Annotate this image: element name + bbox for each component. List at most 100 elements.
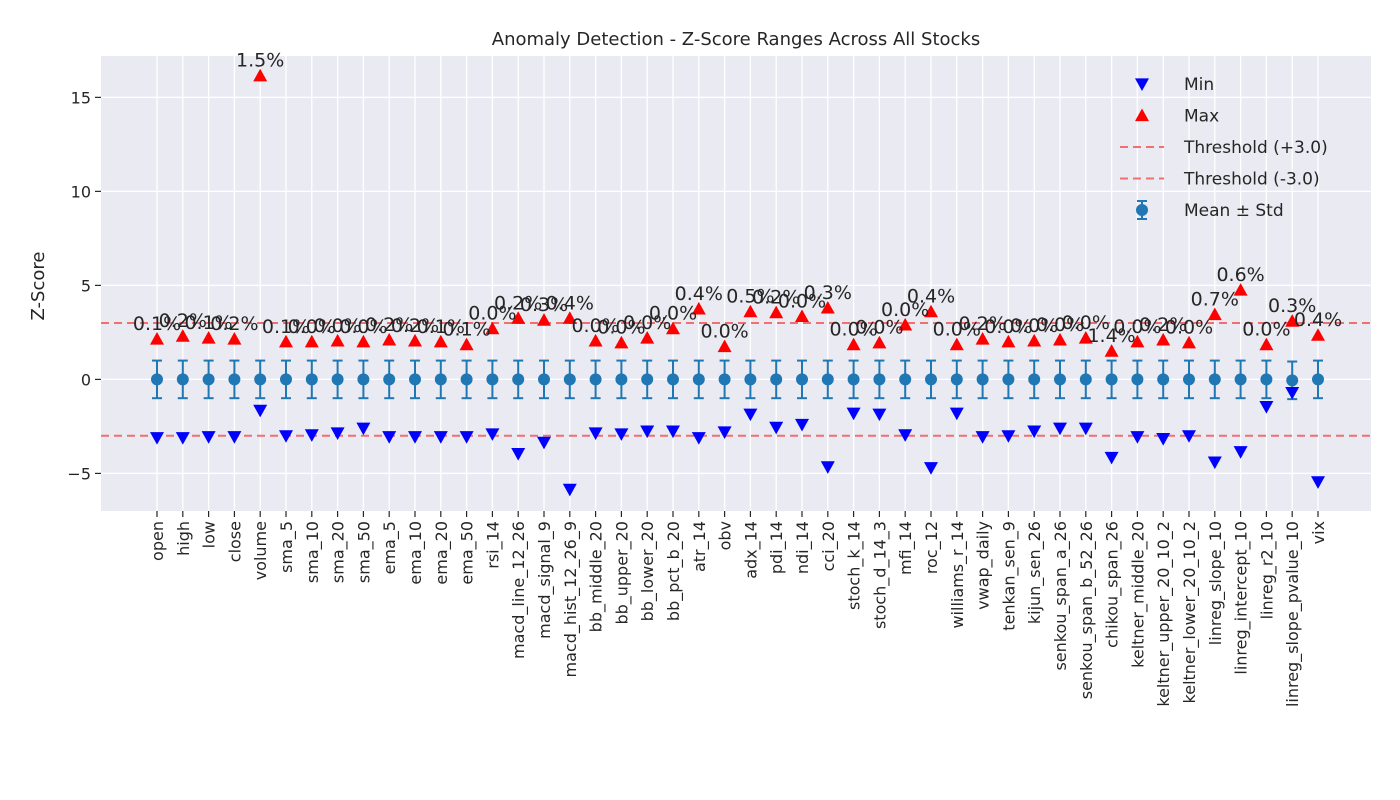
anomaly-pct-label: 0.0% [468,303,516,325]
x-tick-label: adx_14 [741,521,761,579]
max-point [253,68,268,82]
anomaly-pct-label: 0.0% [313,315,361,337]
max-point [1104,344,1119,357]
min-point [640,425,655,439]
mean-point [1234,373,1247,386]
anomaly-pct-label: 1.4% [1087,325,1135,347]
anomaly-pct-label: 0.2% [958,313,1006,335]
min-point [975,431,990,444]
x-tick-label: senkou_span_b_52_26 [1077,521,1097,699]
min-point [433,431,448,444]
mean-point [228,373,241,386]
max-point [175,329,190,342]
min-point [459,431,474,444]
max-point [408,333,422,347]
min-point [1078,422,1093,436]
legend-label: Threshold (+3.0) [1183,138,1328,158]
mean-point [151,373,163,386]
min-point [227,431,242,444]
mean-point [692,373,705,386]
y-tick-label: 5 [81,276,91,295]
max-point [691,301,706,315]
mean-point [538,373,550,386]
anomaly-pct-label: 0.1% [262,316,310,338]
min-point [1156,433,1171,446]
x-tick-label: rsi_14 [483,521,503,569]
min-point [201,431,216,444]
y-tick-label: 0 [81,370,91,389]
legend-label: Max [1184,107,1219,127]
anomaly-pct-label: 0.1% [442,319,490,341]
x-tick-label: roc_12 [922,521,942,574]
anomaly-pct-label: 0.0% [855,317,903,339]
x-tick-label: macd_hist_12_26_9 [561,521,581,677]
y-tick-label: 15 [71,88,91,107]
x-tick-label: obv [716,521,735,550]
anomaly-pct-label: 0.0% [288,316,336,338]
legend-mean-marker [1136,204,1148,216]
x-tick-label: ndi_14 [793,521,813,574]
min-point [382,431,397,444]
min-point [666,425,680,439]
anomaly-pct-label: 0.0% [1242,319,1290,341]
chart-legend: Min Max Threshold (+3.0) Threshold (-3.0) Me… [1120,75,1328,221]
min-point [150,432,164,445]
min-point [795,418,809,432]
mean-point [796,373,808,386]
max-point [975,331,990,345]
mean-point [563,373,576,386]
mean-point [718,373,731,386]
x-tick-label: williams_r_14 [948,521,968,629]
max-point [1182,335,1196,349]
min-point [511,448,526,461]
x-tick-label: linreg_r2_10 [1257,521,1277,619]
max-point [1078,331,1093,344]
mean-point [589,373,602,386]
mean-point [847,373,860,386]
x-tick-label: volume [251,521,270,580]
x-tick-label: macd_signal_9 [535,521,555,639]
anomaly-pct-label: 0.0% [623,312,671,334]
x-tick-label: ema_10 [406,521,426,585]
legend-label: Min [1184,75,1214,95]
min-point [1182,430,1196,443]
mean-point [1312,373,1324,386]
mean-point [899,373,912,386]
anomaly-pct-label: 0.0% [829,319,877,341]
legend-label: Threshold (-3.0) [1183,170,1320,190]
mean-point [1105,373,1118,386]
min-point [279,430,293,443]
anomaly-pct-label: 0.0% [1113,316,1161,338]
max-point [717,339,732,353]
y-tick-label: −5 [67,464,91,483]
max-point [382,332,397,346]
min-point [1001,430,1016,443]
min-point [1130,431,1145,444]
mean-point [176,373,189,386]
legend-min-marker [1135,78,1149,91]
mean-point [950,373,963,386]
x-tick-label: sma_10 [303,521,323,583]
mean-point [1260,373,1273,386]
min-point [1053,422,1067,436]
max-point [614,335,629,349]
x-tick-label: bb_lower_20 [638,521,658,621]
mean-point [925,373,937,386]
min-point [485,428,500,441]
min-point [588,427,603,440]
max-point [227,331,242,345]
min-point [304,429,319,442]
anomaly-pct-label: 0.1% [133,313,181,335]
x-tick-label: low [200,521,219,548]
max-point [279,334,293,348]
mean-point [1157,373,1170,386]
max-point [485,321,500,335]
x-tick-label: close [225,521,244,562]
x-tick-label: ema_20 [432,521,452,585]
max-point [330,333,345,347]
max-point [769,305,784,319]
anomaly-pct-label: 0.0% [571,315,619,337]
min-point [1259,401,1274,414]
max-point [1311,328,1325,341]
